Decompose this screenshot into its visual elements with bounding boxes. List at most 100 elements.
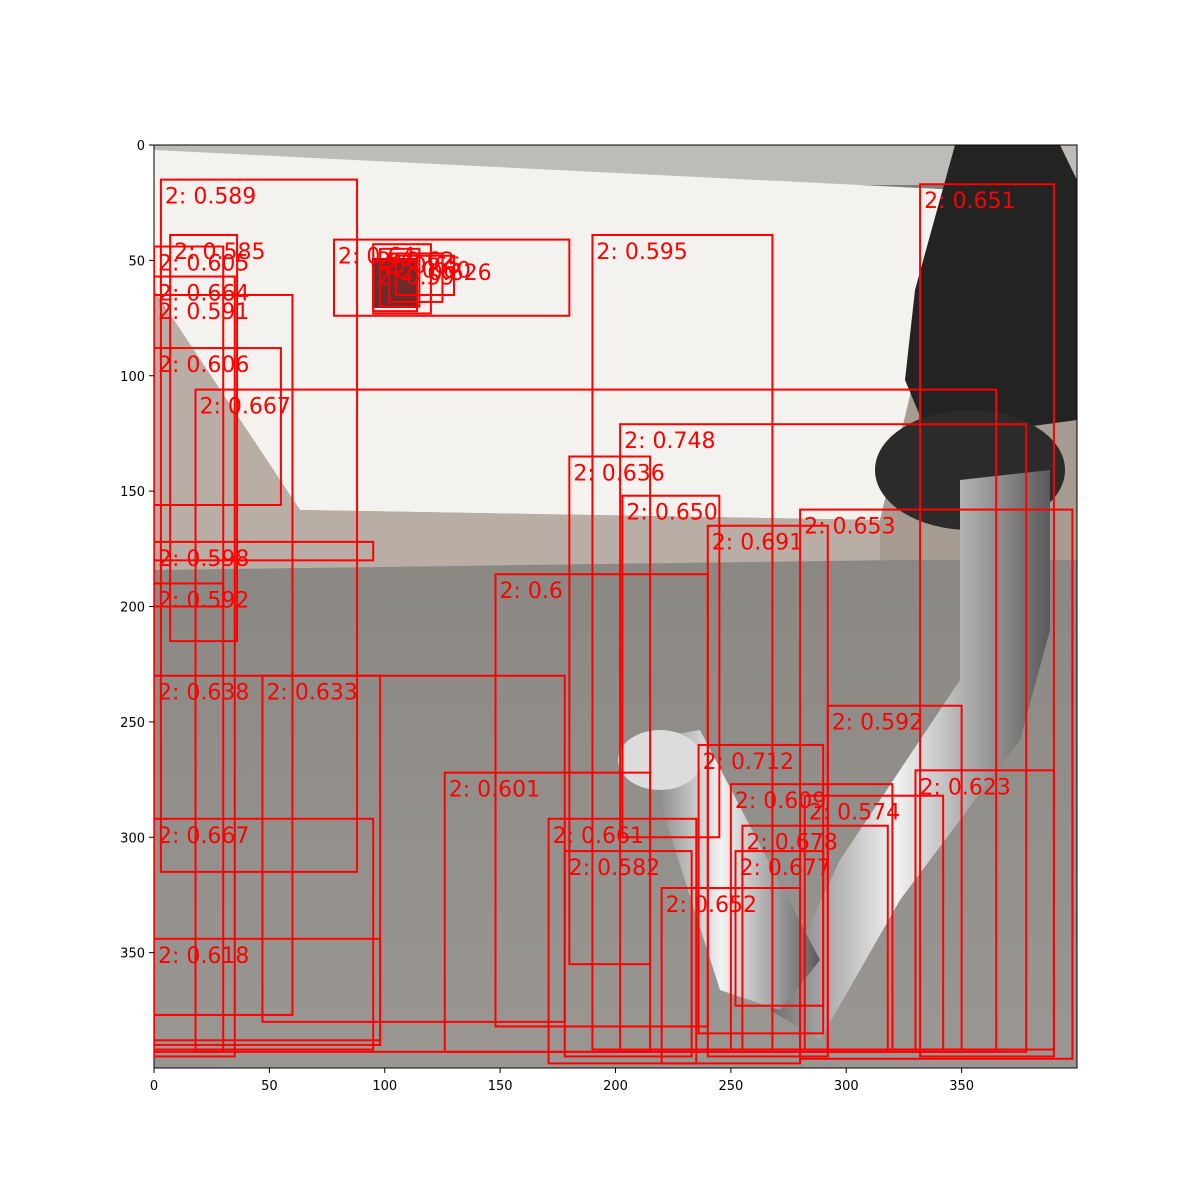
x-tick-label: 0: [150, 1079, 158, 1094]
detection-box: [159, 178, 359, 873]
detection: 2: 0.601: [443, 771, 652, 1053]
detection: 2: 0.585: [169, 233, 266, 643]
detection: 2: 0.592: [154, 582, 249, 1053]
detection: 2: 0.64: [332, 238, 571, 317]
detection-box: [154, 582, 225, 1053]
detection: 2: 0.661: [547, 817, 698, 1065]
detection: 2: 0.6: [494, 573, 709, 1028]
detection-label: 2: 0.589: [165, 185, 256, 210]
detection-label: 2: 0.618: [158, 944, 249, 969]
detection-label: 2: 0.592: [158, 588, 249, 613]
detection: 2: 0.636: [568, 455, 665, 966]
detection-label: 2: 0.626: [400, 261, 491, 286]
detection-label: 2: 0.653: [804, 515, 895, 540]
detection-label: 2: 0.6: [500, 579, 563, 604]
detection-box: [919, 183, 1055, 1058]
detection-label: 2: 0.595: [596, 240, 687, 265]
detection-box: [914, 769, 1055, 1051]
y-tick-label: 250: [120, 716, 145, 731]
shelf-wall: [154, 150, 960, 520]
detection-label: 2: 0.609: [735, 789, 826, 814]
detection-label: 2: 0.582: [569, 856, 660, 881]
detection-box: [494, 573, 709, 1028]
detection-box: [154, 937, 382, 1046]
detection-label: 2: 0.592: [832, 711, 923, 736]
detection-box: [154, 540, 375, 562]
detection-label: 2: 0.59: [377, 265, 454, 290]
detection: 2: 0.650: [621, 494, 721, 839]
detection-box: [591, 233, 774, 1051]
x-tick-label: 250: [718, 1079, 743, 1094]
detection-box: [154, 275, 236, 1058]
detection-label: 2: 0.712: [703, 750, 794, 775]
detection-label: 2: 0.650: [626, 501, 717, 526]
detection: 2: 0.626: [395, 254, 492, 296]
robot-forearm: [770, 470, 1050, 1040]
detection: 2: 0.606: [154, 347, 282, 506]
y-tick-label: 100: [120, 370, 145, 385]
detection-box: [388, 252, 444, 303]
y-tick-label: 50: [128, 254, 145, 269]
y-tick-label: 350: [120, 947, 145, 962]
detection: 2: 0.595: [591, 233, 774, 1051]
detection: 2: 0.748: [619, 423, 1028, 1053]
detection-box: [154, 817, 375, 1051]
detection-label: 2: 0.638: [158, 681, 249, 706]
detection: 2: 0.677: [734, 850, 831, 1007]
detection-box: [734, 850, 825, 1007]
detection-box: [332, 238, 571, 317]
detection-box: [395, 254, 455, 296]
detection-label: 2: 0.667: [158, 824, 249, 849]
x-tick-label: 100: [372, 1079, 397, 1094]
detection-box: [547, 817, 698, 1065]
detection-box: [660, 887, 802, 1065]
y-tick-label: 0: [137, 139, 145, 154]
detection-label: 2: 0.651: [924, 189, 1015, 214]
detection-label: 2: 0.652: [666, 893, 757, 918]
detection: 2: 0.652: [660, 887, 802, 1065]
x-tick-label: 350: [949, 1079, 974, 1094]
detection-label: 2: 0.633: [266, 681, 357, 706]
detection: 2: 0.633: [261, 674, 566, 1023]
detection-box: [379, 247, 421, 308]
y-tick-label: 150: [120, 485, 145, 500]
detection-box: [261, 674, 566, 1023]
detection-box: [563, 850, 693, 1058]
detection-label: 2: 0.591: [158, 300, 249, 325]
detection-box: [619, 423, 1028, 1053]
x-tick-label: 50: [261, 1079, 278, 1094]
x-tick-label: 150: [488, 1079, 513, 1094]
y-tick-label: 200: [120, 601, 145, 616]
detection-label: 2: 0.661: [553, 824, 644, 849]
axis-ticks: 0 50 100 150 200 250 300 350 0 50 100 150 200 250 300 3…: [120, 139, 974, 1094]
detection-box: [154, 245, 225, 608]
detection-label: 2: 0.60: [393, 258, 470, 283]
detection: 2: 0.59: [372, 259, 455, 313]
detection-box: [443, 771, 652, 1053]
detection-box: [568, 455, 652, 966]
detection: 2: 0.574: [803, 794, 945, 1051]
y-tick-label: 300: [120, 831, 145, 846]
detection: 2: 0.589: [159, 178, 359, 873]
detection-label: 2: 0.585: [174, 240, 265, 265]
detection-label: 2: 0.606: [158, 353, 249, 378]
detection: 2: 0.598: [154, 540, 375, 572]
detection-box: [741, 824, 889, 1051]
detection-label: 2: 0.691: [712, 531, 803, 556]
detection-label: 2: 0.601: [449, 778, 540, 803]
detection-label: 2: 0.605: [158, 252, 249, 277]
detection: 2: 0.582: [563, 850, 693, 1058]
detection-label: 2: 0.667: [200, 395, 291, 420]
robot-wrist: [618, 730, 702, 790]
detection: 2: 0.667: [154, 817, 375, 1051]
detection-box: [372, 259, 419, 313]
detection-box: [154, 347, 282, 506]
x-tick-label: 300: [834, 1079, 859, 1094]
detection-box: [621, 494, 721, 839]
detection: 2: 0.60: [388, 252, 471, 303]
detection-label: 2: 0.574: [809, 801, 900, 826]
detection: 2: 0.651: [919, 183, 1055, 1058]
detection-label: 2: 0.677: [739, 856, 830, 881]
